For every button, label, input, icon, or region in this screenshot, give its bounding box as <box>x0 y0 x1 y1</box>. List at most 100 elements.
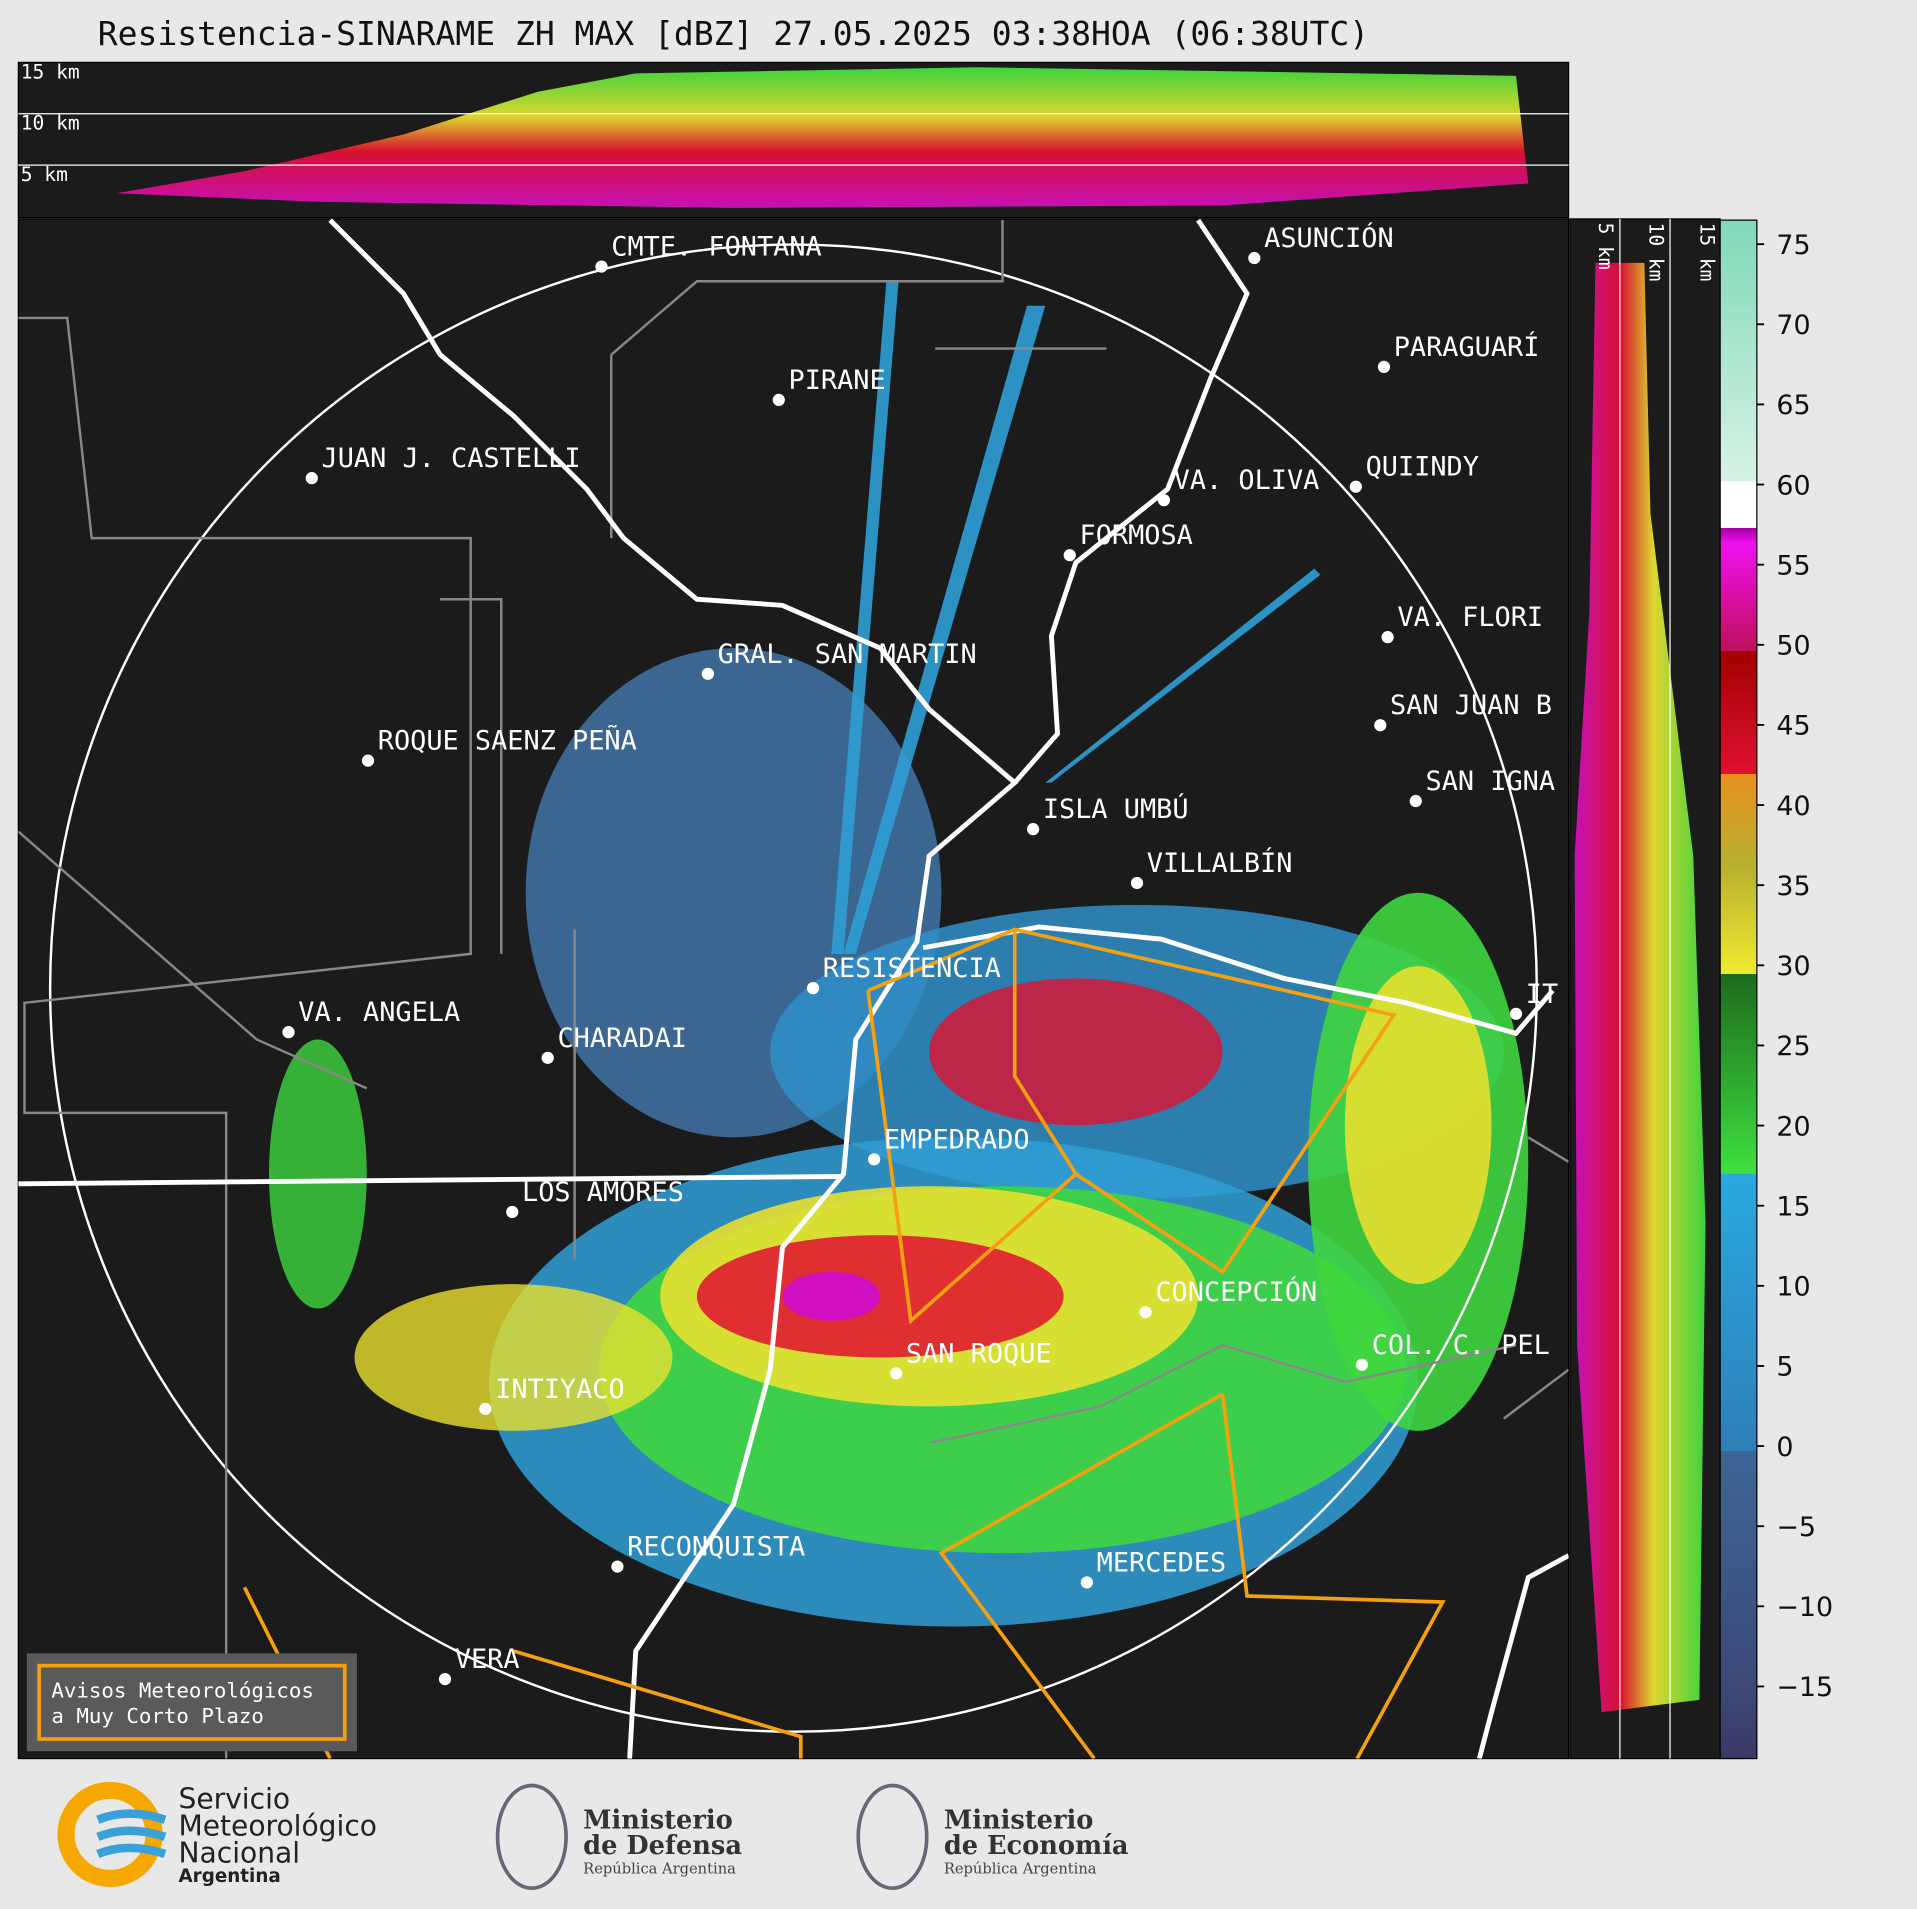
place-label: CMTE. FONTANA <box>611 232 821 263</box>
cross-section-echo <box>116 67 1529 208</box>
place-dot <box>1139 1306 1152 1319</box>
colorbar-tick-label: 75 <box>1776 230 1810 261</box>
province-lines <box>18 220 1569 1759</box>
echo <box>1344 966 1492 1285</box>
place-dot <box>1063 549 1076 562</box>
legend-text: Avisos Meteorológicos <box>51 1678 314 1702</box>
place-label: VA. ANGELA <box>298 997 460 1028</box>
place-label: VERA <box>455 1644 520 1675</box>
colorbar-tick-label: 55 <box>1776 550 1810 581</box>
place-dot <box>1157 494 1171 507</box>
echo <box>929 978 1223 1126</box>
colorbar-tick-label: 40 <box>1776 791 1810 822</box>
logo-text: Nacional <box>178 1837 300 1870</box>
height-label: 15 km <box>21 60 80 83</box>
place-dot <box>1377 360 1391 373</box>
colorbar-tick-label: −15 <box>1776 1672 1833 1703</box>
logo-text: Ministerio <box>944 1805 1094 1835</box>
title: Resistencia-SINARAME ZH MAX [dBZ] 27.05.… <box>98 14 1369 53</box>
place-dot <box>701 667 714 680</box>
colorbar <box>1719 219 1758 1760</box>
colorbar-tick-label: 20 <box>1776 1111 1810 1142</box>
echo <box>354 1284 673 1431</box>
place-dot <box>772 393 785 407</box>
place-label: LOS AMORES <box>522 1177 684 1208</box>
place-dot <box>1130 876 1144 890</box>
border-lines <box>18 218 1569 1759</box>
place-label: CHARADAI <box>557 1023 687 1054</box>
place-label: IT <box>1526 979 1558 1010</box>
smn-logo: Servicio Meteorológico Nacional Argentin… <box>57 1781 377 1887</box>
place-dot <box>1349 480 1362 493</box>
place-label: CONCEPCIÓN <box>1155 1276 1317 1308</box>
place-labels: CMTE. FONTANA ASUNCIÓN PARAGUARÍ PIRANE JUAN… <box>282 222 1558 1686</box>
echo <box>782 1271 881 1321</box>
place-dot <box>305 472 318 485</box>
place-label: QUIINDY <box>1366 452 1479 483</box>
logo-waves <box>96 1809 167 1859</box>
place-label: EMPEDRADO <box>884 1124 1030 1155</box>
logo-text: de Economía <box>944 1831 1129 1861</box>
place-label: PIRANE <box>789 365 886 396</box>
place-label: VA. OLIVA <box>1174 465 1320 496</box>
place-label: COL. C. PEL <box>1372 1330 1550 1361</box>
place-dot <box>1248 251 1261 265</box>
colorbar-tick-label: 25 <box>1776 1031 1810 1062</box>
place-dot <box>506 1205 519 1219</box>
colorbar-tick-label: −10 <box>1776 1592 1833 1623</box>
place-dot <box>1509 1007 1523 1020</box>
colorbar-tick-label: 45 <box>1776 711 1810 742</box>
place-label: INTIYACO <box>495 1374 625 1405</box>
legend-text: a Muy Corto Plazo <box>51 1704 264 1728</box>
place-dot <box>1026 823 1040 836</box>
colorbar-tick-label: 15 <box>1776 1191 1810 1222</box>
place-label: GRAL. SAN MARTIN <box>718 639 977 670</box>
logo-text: Servicio <box>178 1783 290 1816</box>
place-label: SAN IGNA <box>1426 766 1556 797</box>
place-label: RECONQUISTA <box>627 1532 805 1563</box>
map-layers: CMTE. FONTANA ASUNCIÓN PARAGUARÍ PIRANE JUAN… <box>18 218 1569 1759</box>
colorbar-tick-label: 0 <box>1776 1432 1793 1463</box>
place-dot <box>1080 1576 1093 1589</box>
place-dot <box>541 1051 554 1064</box>
height-label: 15 km <box>1696 223 1719 282</box>
side-section-echo <box>1574 262 1706 1713</box>
logo-text: de Defensa <box>583 1831 742 1861</box>
echo <box>268 1039 367 1309</box>
place-dot <box>1374 719 1387 732</box>
logo-text: República Argentina <box>583 1861 736 1878</box>
place-dot <box>1355 1358 1369 1371</box>
place-label: JUAN J. CASTELLI <box>322 443 581 474</box>
place-label: ROQUE SAENZ PEÑA <box>378 725 637 757</box>
height-label: 10 km <box>21 112 80 135</box>
colorbar-tick-label: 60 <box>1776 470 1810 501</box>
place-dot <box>438 1672 452 1686</box>
place-dot <box>1381 631 1394 644</box>
colorbar-tick-label: 35 <box>1776 871 1810 902</box>
height-label: 10 km <box>1644 223 1667 282</box>
place-label: RESISTENCIA <box>823 953 1001 984</box>
place-label: SAN ROQUE <box>906 1338 1052 1369</box>
emblem <box>856 1783 929 1891</box>
emblem <box>495 1783 568 1891</box>
place-dot <box>1409 794 1422 808</box>
colorbar-tick-label: −5 <box>1776 1512 1816 1543</box>
legend-box <box>26 1653 357 1752</box>
legend-swatch <box>37 1663 347 1741</box>
colorbar-tick-label: 70 <box>1776 310 1810 341</box>
place-label: ASUNCIÓN <box>1264 222 1394 254</box>
economia-logo: Ministerio de Economía República Argenti… <box>856 1783 1129 1891</box>
place-dot <box>595 260 608 273</box>
place-label: VA. FLORI <box>1397 602 1543 633</box>
place-label: SAN JUAN B <box>1390 690 1552 721</box>
height-label: 5 km <box>1594 223 1617 270</box>
range-ring <box>48 243 1539 1733</box>
logo-text: Ministerio <box>583 1805 733 1835</box>
defensa-logo: Ministerio de Defensa República Argentin… <box>495 1783 742 1891</box>
place-dot <box>611 1560 624 1573</box>
logo-text: Meteorológico <box>178 1810 376 1843</box>
place-dot <box>806 982 820 995</box>
